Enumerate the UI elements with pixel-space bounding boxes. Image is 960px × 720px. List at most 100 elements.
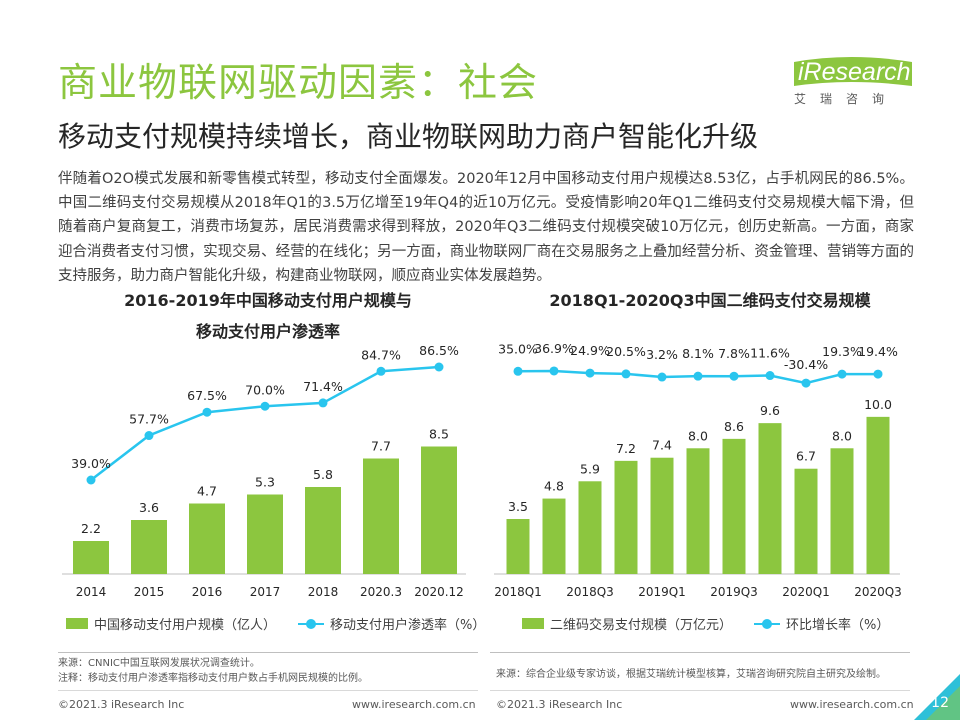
line-point-2018Q3	[585, 368, 595, 378]
line-point-2020Q3	[873, 369, 883, 379]
bar-2016	[189, 503, 225, 574]
bar-value-label: 8.5	[429, 427, 449, 442]
bar-2018Q3	[578, 481, 602, 574]
bar-value-label: 3.6	[139, 500, 159, 515]
line-point-2017	[260, 401, 270, 411]
bar-value-label: 10.0	[864, 397, 892, 412]
x-tick-label: 2020.12	[414, 585, 464, 599]
bar-value-label: 7.2	[616, 441, 636, 456]
bar-value-label: 6.7	[796, 449, 816, 464]
bar-2019Q4	[758, 423, 782, 574]
page-subtitle: 移动支付规模持续增长，商业物联网助力商户智能化升级	[58, 120, 759, 153]
bar-2018	[305, 487, 341, 574]
bar-2019Q1	[650, 457, 674, 574]
line-value-label: 71.4%	[303, 379, 343, 394]
line-value-label: 86.5%	[419, 343, 459, 358]
right-source-line1: 来源：综合企业级专家访谈，根据艾瑞统计模型核算，艾瑞咨询研究院自主研究及绘制。	[496, 669, 886, 680]
x-tick-label: 2019Q1	[638, 585, 686, 599]
bar-2014	[73, 541, 109, 574]
bar-value-label: 7.7	[371, 439, 391, 454]
body-paragraph: 伴随着O2O模式发展和新零售模式转型，移动支付全面爆发。2020年12月中国移动…	[58, 171, 914, 284]
left-source-line1: 来源：CNNIC中国互联网发展状况调查统计。	[58, 658, 260, 669]
line-point-2019Q3	[729, 371, 739, 381]
line-point-2019Q2	[693, 371, 703, 381]
line-value-label: 70.0%	[245, 382, 285, 397]
right-chart-title: 2018Q1-2020Q3中国二维码支付交易规模	[549, 291, 871, 310]
right-combo-chart: 3.5 2018Q1 4.8 5.9 2018Q3 7.2 7.4 2019Q1 8.0 8.6 2…	[494, 341, 902, 599]
line-point-2015	[144, 431, 154, 441]
line-value-label: 36.9%	[534, 341, 574, 356]
line-value-label: 20.5%	[606, 344, 646, 359]
bar-2020Q2	[830, 448, 854, 574]
line-point-2018Q1	[513, 366, 523, 376]
line-value-label: -30.4%	[784, 357, 828, 372]
right-chart-legend: 二维码交易支付规模（万亿元） 环比增长率（%）	[522, 614, 889, 633]
logo-chinese-name: 艾瑞咨询	[794, 92, 899, 106]
footer-copyright-left: ©2021.3 iResearch Inc	[58, 698, 185, 711]
footer-url-left[interactable]: www.iresearch.com.cn	[352, 698, 476, 711]
footer-copyright-right: ©2021.3 iResearch Inc	[496, 698, 623, 711]
line-value-label: 7.8%	[718, 346, 750, 361]
left-chart-title-line2: 移动支付用户渗透率	[195, 322, 340, 341]
line-legend-swatch	[754, 618, 781, 630]
bar-value-label: 5.3	[255, 475, 275, 490]
line-point-2014	[86, 475, 96, 485]
line-value-label: 57.7%	[129, 412, 169, 427]
line-point-2020.3	[376, 366, 386, 376]
line-value-label: 35.0%	[498, 341, 538, 356]
bar-value-label: 4.7	[197, 484, 217, 499]
bar-value-label: 5.8	[313, 467, 333, 482]
line-value-label: 39.0%	[71, 456, 111, 471]
line-point-2018	[318, 398, 328, 408]
x-tick-label: 2016	[192, 585, 223, 599]
right-legend-line-label: 环比增长率（%）	[786, 618, 890, 633]
bar-2018Q1	[506, 519, 530, 574]
page-number: 12	[931, 695, 949, 711]
iresearch-logo: iResearch 艾瑞咨询	[790, 56, 915, 112]
x-tick-label: 2018	[308, 585, 339, 599]
x-tick-label: 2020Q3	[854, 585, 902, 599]
x-tick-label: 2018Q3	[566, 585, 614, 599]
bar-2020.3	[363, 458, 399, 574]
line-point-2016	[202, 407, 212, 417]
left-legend-line-label: 移动支付用户渗透率（%）	[330, 618, 486, 633]
right-source-divider	[490, 652, 910, 653]
bar-value-label: 8.0	[688, 428, 708, 443]
line-legend-swatch	[298, 618, 325, 630]
bar-value-label: 2.2	[81, 521, 101, 536]
left-source-divider	[58, 652, 478, 653]
line-point-2018Q2	[549, 366, 559, 376]
x-tick-label: 2015	[134, 585, 165, 599]
bar-value-label: 7.4	[652, 438, 672, 453]
bar-value-label: 9.6	[760, 403, 780, 418]
line-point-2020Q1	[801, 378, 811, 388]
bar-value-label: 3.5	[508, 499, 528, 514]
bar-value-label: 4.8	[544, 479, 564, 494]
bar-2017	[247, 494, 283, 574]
line-point-2020.12	[434, 362, 444, 372]
line-value-label: 8.1%	[682, 346, 714, 361]
x-tick-label: 2017	[250, 585, 281, 599]
bar-2018Q4	[614, 460, 638, 574]
bar-value-label: 8.6	[724, 419, 744, 434]
left-chart-legend: 中国移动支付用户规模（亿人） 移动支付用户渗透率（%）	[66, 614, 485, 633]
line-value-label: 24.9%	[570, 343, 610, 358]
right-legend-bar-label: 二维码交易支付规模（万亿元）	[550, 618, 733, 633]
x-tick-label: 2019Q3	[710, 585, 758, 599]
footer-url-right[interactable]: www.iresearch.com.cn	[790, 698, 914, 711]
left-footer-divider	[58, 690, 478, 691]
bar-2020Q3	[866, 416, 890, 574]
line-point-2020Q2	[837, 369, 847, 379]
line-point-2018Q4	[621, 369, 631, 379]
left-chart-title-line1: 2016-2019年中国移动支付用户规模与	[124, 291, 412, 310]
bar-value-label: 5.9	[580, 461, 600, 476]
bar-legend-swatch	[66, 618, 88, 629]
line-value-label: 19.3%	[822, 344, 862, 359]
line-value-label: 67.5%	[187, 388, 227, 403]
left-legend-bar-label: 中国移动支付用户规模（亿人）	[94, 618, 277, 633]
logo-wordmark: iResearch	[798, 58, 911, 86]
left-combo-chart: 2.2 2014 3.6 2015 4.7 2016 5.3 2017 5.8 2018 7.7 20…	[62, 343, 466, 599]
line-value-label: 3.2%	[646, 347, 678, 362]
bar-2020.12	[421, 446, 457, 574]
line-point-2019Q1	[657, 372, 667, 382]
